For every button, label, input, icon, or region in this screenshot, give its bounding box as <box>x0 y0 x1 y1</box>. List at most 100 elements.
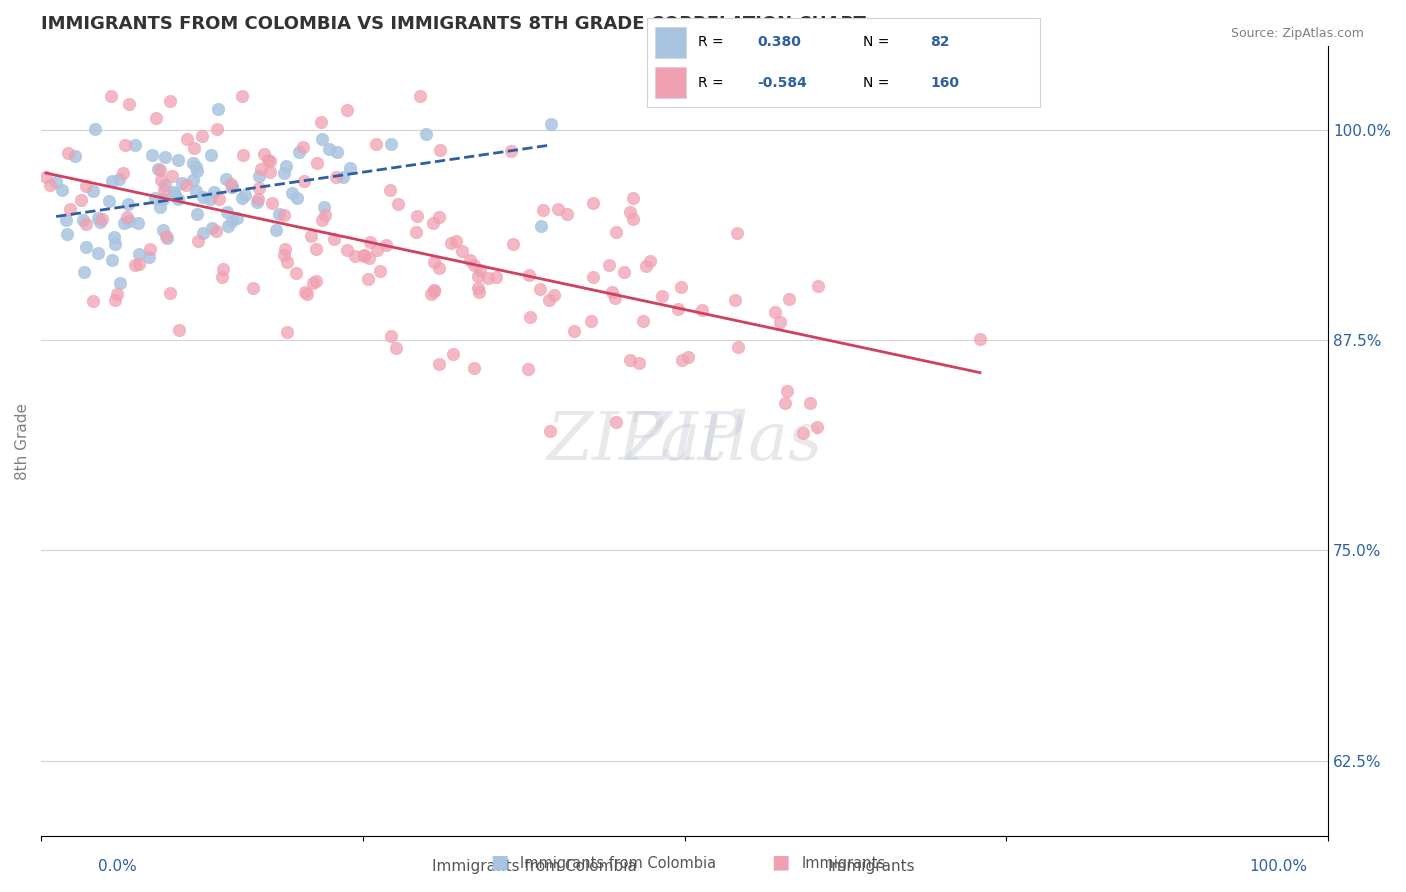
Point <box>145 112 167 126</box>
Point <box>600 285 623 300</box>
Point <box>231 89 253 103</box>
Point <box>207 103 229 117</box>
Point <box>176 131 198 145</box>
Point <box>82 184 104 198</box>
Point <box>87 211 110 226</box>
Point <box>105 287 128 301</box>
Point <box>468 262 491 277</box>
Point <box>215 172 238 186</box>
Point <box>262 196 284 211</box>
Point <box>221 179 243 194</box>
Point <box>101 174 124 188</box>
Point <box>83 122 105 136</box>
Point <box>627 356 650 370</box>
Point <box>166 153 188 167</box>
Point <box>325 170 347 185</box>
Text: ZIPatlas: ZIPatlas <box>547 409 823 474</box>
Point <box>153 184 176 198</box>
Point <box>111 166 134 180</box>
Point <box>56 146 79 161</box>
Point <box>198 192 221 206</box>
Point <box>181 172 204 186</box>
Point <box>163 185 186 199</box>
Point <box>163 187 186 202</box>
Point <box>211 261 233 276</box>
Point <box>75 179 97 194</box>
Text: R =: R = <box>697 76 724 90</box>
Point <box>969 332 991 346</box>
Point <box>332 170 354 185</box>
Point <box>538 425 561 439</box>
Point <box>725 227 748 241</box>
Point <box>148 161 170 176</box>
Point <box>409 89 432 103</box>
Point <box>477 270 499 285</box>
Point <box>104 293 127 307</box>
Point <box>364 136 387 151</box>
Point <box>45 175 67 189</box>
Point <box>191 227 214 241</box>
Point <box>429 143 451 157</box>
Point <box>294 285 316 300</box>
Point <box>419 286 441 301</box>
Point <box>274 242 297 256</box>
Text: 160: 160 <box>931 76 959 90</box>
Text: ■: ■ <box>770 853 790 871</box>
Point <box>51 183 73 197</box>
Text: Immigrants from Colombia: Immigrants from Colombia <box>432 859 637 874</box>
Point <box>152 223 174 237</box>
Point <box>374 238 396 252</box>
Point <box>638 253 661 268</box>
Point <box>769 316 792 330</box>
Point <box>336 244 359 258</box>
Point <box>117 210 139 224</box>
Point <box>127 216 149 230</box>
Point <box>183 141 205 155</box>
Point <box>302 276 325 290</box>
Point <box>799 395 821 409</box>
Point <box>778 292 800 306</box>
Point <box>149 173 172 187</box>
Point <box>690 303 713 318</box>
Point <box>143 191 166 205</box>
Point <box>773 395 796 409</box>
Point <box>247 169 270 184</box>
Point <box>284 266 307 280</box>
Point <box>467 281 489 295</box>
Point <box>253 146 276 161</box>
Point <box>666 301 689 316</box>
Point <box>531 203 554 218</box>
Point <box>124 138 146 153</box>
Point <box>100 252 122 267</box>
Point <box>75 239 97 253</box>
Point <box>233 188 256 202</box>
Point <box>184 160 207 174</box>
Point <box>247 181 270 195</box>
Point <box>232 148 254 162</box>
Text: 0.380: 0.380 <box>756 35 801 49</box>
Text: Immigrants: Immigrants <box>801 856 886 871</box>
Point <box>792 425 814 440</box>
Point <box>727 340 749 354</box>
Point <box>159 94 181 108</box>
Point <box>440 236 463 251</box>
Text: IMMIGRANTS FROM COLOMBIA VS IMMIGRANTS 8TH GRADE CORRELATION CHART: IMMIGRANTS FROM COLOMBIA VS IMMIGRANTS 8… <box>41 15 866 33</box>
Point <box>605 415 627 429</box>
Text: -0.584: -0.584 <box>756 76 807 90</box>
Point <box>415 127 437 141</box>
Point <box>217 205 239 219</box>
Point <box>634 259 657 273</box>
Point <box>441 347 464 361</box>
Point <box>124 258 146 272</box>
Point <box>380 137 402 152</box>
Point <box>621 191 644 205</box>
Point <box>59 202 82 217</box>
Point <box>207 192 229 206</box>
Point <box>598 258 620 272</box>
Point <box>343 248 366 262</box>
Point <box>269 206 291 220</box>
Point <box>191 190 214 204</box>
Point <box>221 214 243 228</box>
Point <box>156 231 179 245</box>
Point <box>582 270 605 285</box>
